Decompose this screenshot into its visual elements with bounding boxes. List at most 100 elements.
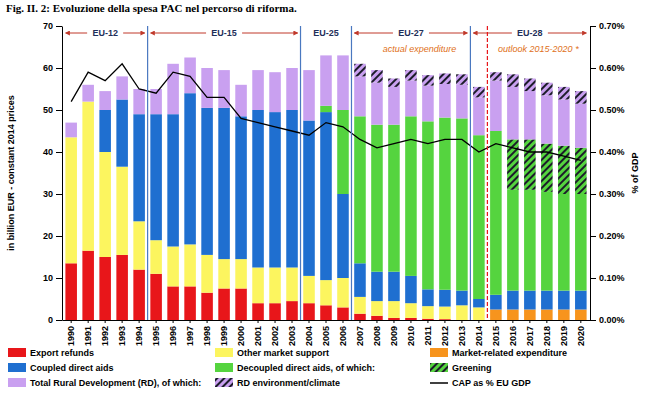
bar: [388, 79, 400, 87]
bar: [286, 68, 298, 110]
bar: [337, 194, 349, 278]
tick-label: 10: [43, 273, 53, 283]
bar: [303, 121, 315, 276]
bar: [201, 255, 213, 293]
tick-mark: [376, 320, 377, 323]
tick-label: 50: [43, 105, 53, 115]
y2-axis: 0.00%0.10%0.20%0.30%0.40%0.50%0.60%0.70%: [590, 21, 625, 325]
bar: [473, 87, 485, 98]
bar: [575, 91, 587, 104]
bar: [99, 257, 111, 320]
tick-label: 2014: [474, 326, 484, 346]
bar: [439, 307, 451, 320]
bar: [320, 55, 332, 56]
legend-item: Other market support: [215, 348, 329, 358]
period-label: EU-27: [398, 28, 424, 38]
bar: [133, 114, 145, 221]
legend-swatch: [430, 348, 448, 357]
legend-label: Total Rural Development (RD), of which:: [30, 378, 201, 388]
bar: [116, 167, 128, 255]
bar: [320, 106, 332, 112]
bar: [405, 303, 417, 318]
bar: [167, 64, 179, 114]
bar: [184, 244, 196, 286]
tick-label: 2019: [559, 326, 569, 346]
bar: [558, 100, 570, 146]
bar: [473, 299, 485, 307]
legend-swatch: [215, 348, 233, 357]
bar: [575, 194, 587, 291]
bar: [371, 316, 383, 320]
tick: 60: [43, 63, 62, 73]
bar: [388, 318, 400, 320]
bar: [201, 68, 213, 108]
bar: [456, 118, 468, 290]
tick: 1996: [168, 320, 178, 346]
bar: [252, 70, 264, 71]
legend-item: CAP as % EU GDP: [430, 378, 531, 388]
tick: 70: [43, 21, 62, 31]
bar: [99, 110, 111, 152]
bar: [116, 76, 128, 77]
bar: [235, 289, 247, 321]
tick-label: 0.40%: [599, 147, 625, 157]
tick-label: 0.00%: [599, 315, 625, 325]
legend-item: Decoupled direct aids, of which:: [215, 363, 375, 373]
tick: 40: [43, 147, 62, 157]
bar: [167, 114, 179, 246]
annotations: EU-12EU-15EU-25EU-27EU-28actual expendit…: [66, 26, 587, 320]
bar: [490, 81, 502, 131]
tick-label: 0.30%: [599, 189, 625, 199]
tick: 2019: [559, 320, 569, 346]
tick-mark: [563, 320, 564, 323]
tick: 2006: [338, 320, 348, 346]
tick: 1992: [100, 320, 110, 346]
bar: [541, 95, 553, 143]
tick-label: 2009: [389, 326, 399, 346]
bar: [218, 259, 230, 288]
tick-mark: [590, 278, 596, 279]
period-label: EU-28: [517, 28, 543, 38]
tick-mark: [359, 320, 360, 323]
bar: [235, 84, 247, 85]
tick-mark: [326, 320, 327, 323]
bar: [405, 70, 417, 81]
tick-mark: [275, 320, 276, 323]
tick-label: 1995: [151, 326, 161, 346]
tick: 2018: [542, 320, 552, 346]
tick-mark: [173, 320, 174, 323]
bar: [337, 278, 349, 307]
bar: [422, 289, 434, 306]
bar: [269, 268, 281, 304]
bar: [541, 291, 553, 310]
bar: [575, 148, 587, 194]
tick-label: 2011: [423, 326, 433, 346]
bar: [252, 303, 264, 320]
bar: [524, 91, 536, 139]
tick: 30: [43, 189, 62, 199]
annotation: outlook 2015-2020 *: [498, 44, 579, 54]
bar: [320, 55, 332, 105]
y2-axis-title: % of GDP: [630, 152, 640, 193]
bar: [320, 280, 332, 305]
bar: [65, 137, 77, 263]
bar: [320, 112, 332, 280]
axis-line: [590, 27, 591, 321]
bar-series: [65, 55, 586, 147]
period-arrow: [548, 33, 586, 34]
bar: [150, 274, 162, 320]
tick-label: 1996: [168, 326, 178, 346]
tick-label: 2008: [372, 326, 382, 346]
bar: [269, 303, 281, 320]
legend-swatch: [430, 382, 448, 384]
tick: 0.50%: [590, 105, 625, 115]
bar: [286, 68, 298, 69]
tick-mark: [590, 68, 596, 69]
bar: [524, 139, 536, 189]
bar: [456, 85, 468, 119]
legend-label: Other market support: [237, 348, 329, 358]
bar: [252, 110, 264, 268]
bar: [473, 135, 485, 299]
tick-label: 1993: [117, 326, 127, 346]
legend-swatch: [215, 363, 233, 372]
